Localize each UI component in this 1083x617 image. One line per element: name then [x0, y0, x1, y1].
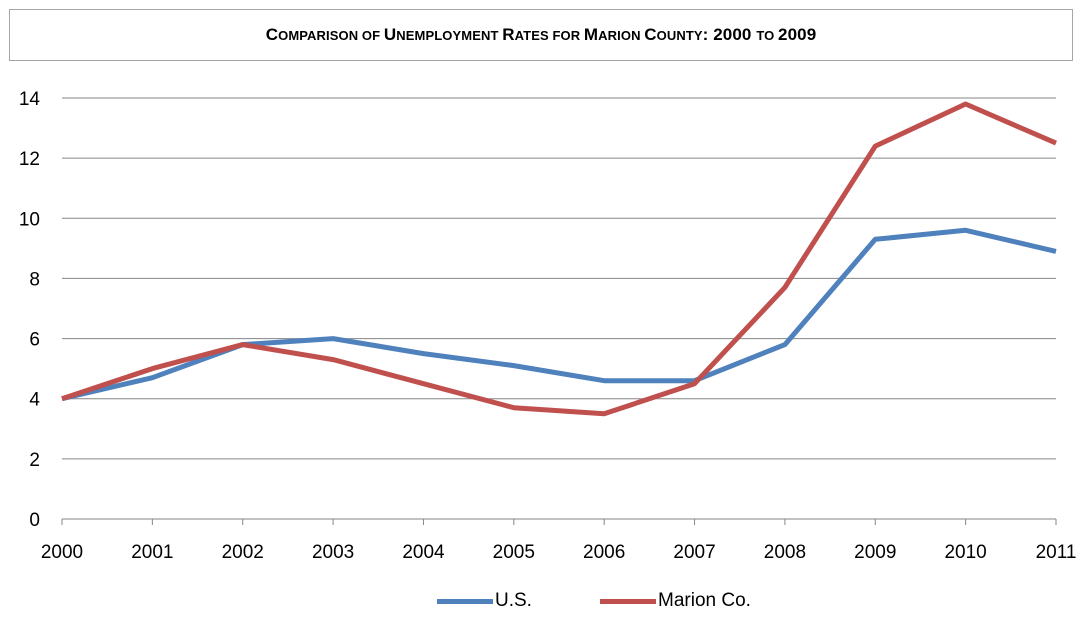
legend-item: Marion Co. [600, 588, 751, 614]
x-tick-label: 2011 [1036, 542, 1077, 563]
y-tick-label: 2 [29, 450, 40, 471]
x-tick-label: 2002 [222, 542, 264, 563]
x-tick-label: 2009 [854, 542, 896, 563]
x-tick-label: 2001 [131, 542, 173, 563]
y-tick-label: 0 [29, 510, 40, 531]
x-tick-label: 2008 [764, 542, 806, 563]
y-tick-label: 10 [19, 209, 40, 230]
x-tick-label: 2010 [944, 542, 986, 563]
x-tick-label: 2000 [41, 542, 83, 563]
x-tick-label: 2003 [312, 542, 354, 563]
legend-item: U.S. [437, 588, 532, 614]
x-tick-label: 2004 [402, 542, 445, 563]
legend-label: U.S. [495, 590, 532, 611]
y-tick-label: 4 [29, 390, 40, 411]
legend-label: Marion Co. [658, 590, 751, 611]
x-tick-label: 2005 [493, 542, 535, 563]
y-tick-label: 6 [29, 330, 40, 351]
chart-legend: U.S. Marion Co. [0, 588, 1083, 614]
y-tick-label: 14 [19, 89, 41, 110]
y-tick-label: 8 [29, 269, 40, 290]
y-tick-label: 12 [19, 149, 40, 170]
x-tick-label: 2006 [583, 542, 625, 563]
series-line-marion-co [61, 101, 1057, 417]
legend-swatch [600, 598, 656, 604]
chart-title: COMPARISON OF UNEMPLOYMENT RATES FOR MAR… [265, 25, 817, 44]
chart-title-box: COMPARISON OF UNEMPLOYMENT RATES FOR MAR… [9, 9, 1073, 61]
x-tick-label: 2007 [673, 542, 715, 563]
legend-swatch [437, 598, 493, 604]
series-line-us [61, 227, 1057, 402]
